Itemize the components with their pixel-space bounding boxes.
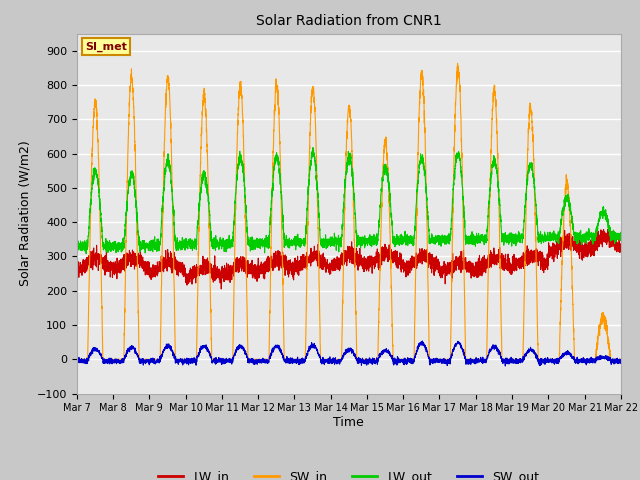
LW_in	[616, 249, 624, 254]
LW_in	[502, 252, 509, 257]
LW_out	[616, 233, 624, 239]
LW_out	[309, 144, 317, 150]
SW_in	[171, 309, 179, 314]
SW_out	[617, 357, 625, 363]
SW_out	[471, 359, 479, 364]
SW_in	[454, 60, 461, 66]
LW_out	[83, 251, 90, 256]
SW_in	[73, 357, 81, 362]
Title: Solar Radiation from CNR1: Solar Radiation from CNR1	[256, 14, 442, 28]
SW_out	[441, 356, 449, 362]
LW_out	[329, 240, 337, 246]
SW_out	[502, 363, 509, 369]
LW_in	[73, 257, 81, 263]
LW_out	[171, 233, 179, 239]
SW_out	[419, 338, 426, 344]
SW_in	[616, 357, 624, 362]
SW_in	[440, 357, 448, 362]
LW_out	[73, 244, 81, 250]
SW_in	[502, 357, 509, 362]
LW_out	[471, 233, 479, 239]
SW_in	[617, 357, 625, 362]
SW_in	[328, 357, 336, 362]
Legend: LW_in, SW_in, LW_out, SW_out: LW_in, SW_in, LW_out, SW_out	[154, 465, 544, 480]
LW_in	[218, 286, 225, 292]
LW_in	[441, 264, 449, 270]
LW_in	[171, 255, 179, 261]
Line: SW_out: SW_out	[77, 341, 621, 366]
SW_out	[502, 359, 509, 365]
SW_out	[73, 359, 81, 364]
LW_out	[502, 238, 509, 244]
SW_out	[616, 358, 624, 364]
LW_in	[329, 263, 337, 269]
Line: LW_out: LW_out	[77, 147, 621, 253]
SW_out	[328, 360, 336, 366]
SW_out	[171, 353, 179, 359]
LW_in	[605, 226, 612, 231]
LW_in	[471, 266, 479, 272]
Line: LW_in: LW_in	[77, 228, 621, 289]
SW_in	[471, 357, 479, 362]
LW_in	[617, 246, 625, 252]
LW_out	[441, 236, 449, 241]
LW_out	[617, 236, 625, 241]
Y-axis label: Solar Radiation (W/m2): Solar Radiation (W/m2)	[18, 141, 31, 287]
Text: SI_met: SI_met	[85, 42, 127, 52]
X-axis label: Time: Time	[333, 416, 364, 429]
Line: SW_in: SW_in	[77, 63, 621, 360]
